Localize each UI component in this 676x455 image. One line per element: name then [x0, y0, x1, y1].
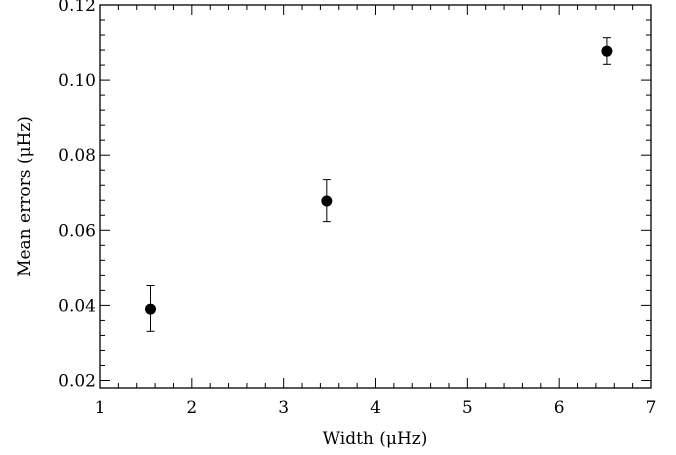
data-point [601, 45, 613, 57]
axis-ticks [99, 4, 652, 388]
y-axis-title: Mean errors (μHz) [15, 116, 35, 277]
y-tick-label: 0.10 [58, 71, 96, 91]
plot-frame [99, 4, 652, 389]
y-tick-label: 0.12 [58, 0, 96, 16]
y-tick-label: 0.06 [58, 221, 96, 241]
x-axis-title: Width (μHz) [323, 429, 428, 449]
y-tick-label: 0.08 [58, 146, 96, 166]
x-tick-label: 4 [370, 398, 381, 418]
data-point-group [145, 284, 157, 332]
data-point [321, 195, 333, 207]
data-marks [145, 37, 613, 332]
x-tick-label: 6 [554, 398, 565, 418]
axis-tick-labels: 1 2 3 4 5 6 7 0.02 0.04 0.06 0.08 0.10 0.12 [58, 0, 656, 418]
data-point [145, 303, 157, 315]
y-tick-label: 0.04 [58, 296, 96, 316]
y-tick-label: 0.02 [58, 371, 96, 391]
x-tick-label: 2 [186, 398, 197, 418]
x-tick-label: 1 [95, 398, 106, 418]
data-point-group [321, 179, 333, 223]
data-point-group [601, 37, 613, 65]
x-tick-label: 5 [462, 398, 473, 418]
x-tick-label: 7 [646, 398, 657, 418]
x-tick-label: 3 [278, 398, 289, 418]
